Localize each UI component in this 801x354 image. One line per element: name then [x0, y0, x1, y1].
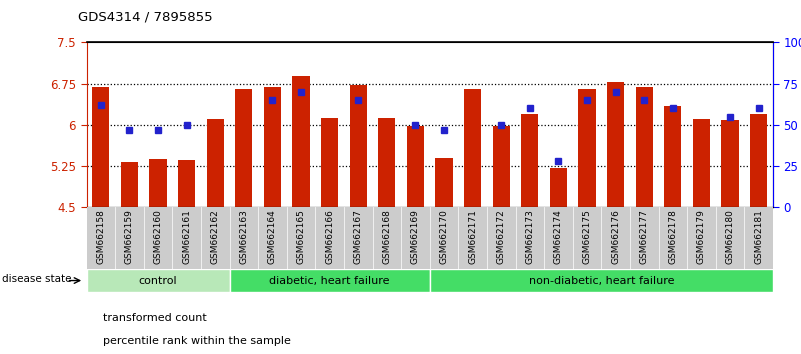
Text: GSM662180: GSM662180 — [726, 209, 735, 264]
Text: GSM662170: GSM662170 — [440, 209, 449, 264]
Bar — [521, 114, 538, 207]
Bar — [378, 118, 396, 207]
Bar — [750, 114, 767, 207]
Text: GSM662165: GSM662165 — [296, 209, 305, 264]
Bar — [207, 119, 223, 207]
Text: percentile rank within the sample: percentile rank within the sample — [103, 336, 291, 346]
Bar — [407, 126, 424, 207]
Text: diabetic, heart failure: diabetic, heart failure — [269, 275, 390, 286]
Text: GSM662173: GSM662173 — [525, 209, 534, 264]
Text: GSM662164: GSM662164 — [268, 209, 277, 264]
Bar — [607, 82, 624, 207]
Bar — [693, 119, 710, 207]
Bar — [578, 89, 596, 207]
Text: GSM662163: GSM662163 — [239, 209, 248, 264]
Text: GSM662176: GSM662176 — [611, 209, 620, 264]
Text: GSM662179: GSM662179 — [697, 209, 706, 264]
Text: GDS4314 / 7895855: GDS4314 / 7895855 — [78, 11, 213, 24]
Bar — [178, 160, 195, 207]
Text: GSM662161: GSM662161 — [182, 209, 191, 264]
Text: GSM662171: GSM662171 — [468, 209, 477, 264]
Text: GSM662178: GSM662178 — [668, 209, 678, 264]
Text: transformed count: transformed count — [103, 313, 207, 323]
Text: GSM662177: GSM662177 — [640, 209, 649, 264]
Bar — [549, 167, 567, 207]
Text: GSM662169: GSM662169 — [411, 209, 420, 264]
Text: GSM662159: GSM662159 — [125, 209, 134, 264]
Bar — [350, 85, 367, 207]
Text: GSM662166: GSM662166 — [325, 209, 334, 264]
Bar — [292, 76, 310, 207]
Bar — [664, 105, 682, 207]
Text: GSM662158: GSM662158 — [96, 209, 105, 264]
Bar — [429, 269, 773, 292]
Bar — [636, 87, 653, 207]
Text: GSM662175: GSM662175 — [582, 209, 592, 264]
Bar — [87, 269, 230, 292]
Bar — [230, 269, 429, 292]
Bar — [436, 158, 453, 207]
Bar — [150, 159, 167, 207]
Text: GSM662172: GSM662172 — [497, 209, 505, 264]
Bar — [264, 87, 281, 207]
Bar — [321, 118, 338, 207]
Text: GSM662160: GSM662160 — [154, 209, 163, 264]
Bar — [235, 89, 252, 207]
Text: GSM662181: GSM662181 — [755, 209, 763, 264]
Text: control: control — [139, 275, 177, 286]
Bar — [722, 120, 739, 207]
Bar — [121, 162, 138, 207]
Text: GSM662168: GSM662168 — [382, 209, 392, 264]
Text: GSM662162: GSM662162 — [211, 209, 219, 264]
Bar — [493, 126, 509, 207]
Text: non-diabetic, heart failure: non-diabetic, heart failure — [529, 275, 674, 286]
Bar — [464, 89, 481, 207]
Text: GSM662174: GSM662174 — [554, 209, 563, 264]
Text: GSM662167: GSM662167 — [354, 209, 363, 264]
Bar — [92, 87, 110, 207]
Text: disease state: disease state — [2, 274, 71, 284]
